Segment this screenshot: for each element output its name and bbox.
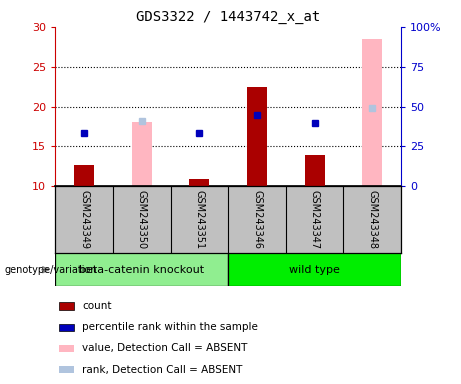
Bar	[59, 345, 74, 352]
Bar	[362, 39, 382, 186]
Title: GDS3322 / 1443742_x_at: GDS3322 / 1443742_x_at	[136, 10, 320, 25]
Text: GSM243347: GSM243347	[310, 190, 319, 249]
Bar	[132, 122, 152, 186]
Bar	[189, 179, 209, 186]
Bar	[74, 165, 94, 186]
Bar	[305, 155, 325, 186]
Bar	[247, 87, 267, 186]
Text: rank, Detection Call = ABSENT: rank, Detection Call = ABSENT	[82, 364, 242, 375]
Text: wild type: wild type	[289, 265, 340, 275]
Text: GSM243349: GSM243349	[79, 190, 89, 249]
Text: genotype/variation: genotype/variation	[5, 265, 97, 275]
Bar	[59, 324, 74, 331]
Text: beta-catenin knockout: beta-catenin knockout	[79, 265, 204, 275]
Bar	[59, 303, 74, 310]
Text: value, Detection Call = ABSENT: value, Detection Call = ABSENT	[82, 343, 248, 354]
Text: GSM243350: GSM243350	[137, 190, 147, 249]
Text: GSM243348: GSM243348	[367, 190, 377, 249]
Text: GSM243351: GSM243351	[195, 190, 204, 249]
Text: percentile rank within the sample: percentile rank within the sample	[82, 322, 258, 333]
Bar	[228, 253, 401, 286]
Bar	[55, 253, 228, 286]
Text: count: count	[82, 301, 112, 311]
Text: GSM243346: GSM243346	[252, 190, 262, 249]
Bar	[59, 366, 74, 373]
